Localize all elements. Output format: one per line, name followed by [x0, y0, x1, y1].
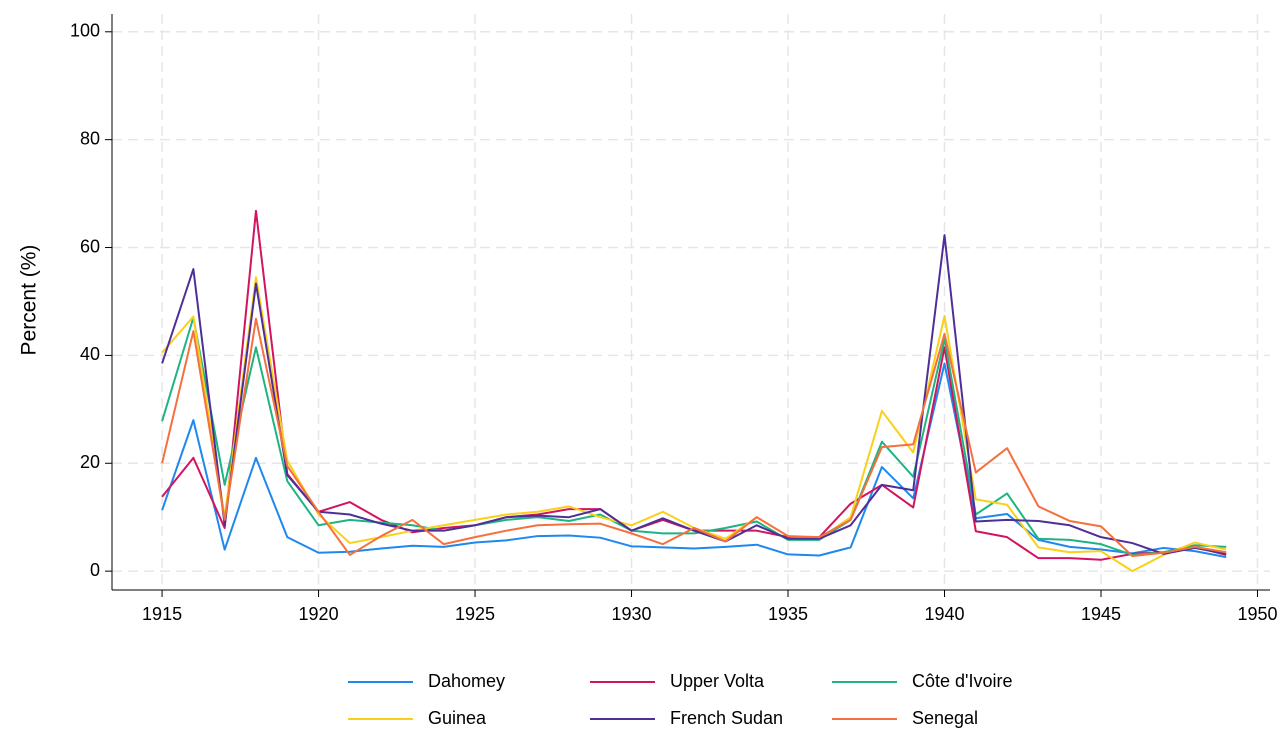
y-axis-label: Percent (%) — [18, 245, 41, 356]
series-line — [161, 316, 1227, 556]
series-line — [161, 362, 1227, 559]
y-tick-label: 20 — [80, 452, 100, 472]
y-tick-label: 60 — [80, 236, 100, 256]
x-tick-label: 1915 — [142, 604, 182, 624]
x-tick-label: 1940 — [924, 604, 964, 624]
series-line — [161, 317, 1227, 558]
x-tick-label: 1930 — [612, 604, 652, 624]
y-tick-label: 0 — [90, 560, 100, 580]
x-tick-label: 1945 — [1081, 604, 1121, 624]
y-tick-label: 100 — [70, 21, 100, 41]
legend-label: Guinea — [428, 708, 487, 728]
legend-label: Dahomey — [428, 671, 505, 691]
y-tick-label: 40 — [80, 344, 100, 364]
legend-label: Senegal — [912, 708, 978, 728]
y-tick-label: 80 — [80, 128, 100, 148]
x-tick-label: 1920 — [299, 604, 339, 624]
legend-label: Upper Volta — [670, 671, 765, 691]
series-line — [161, 234, 1227, 555]
legend-label: Côte d'Ivoire — [912, 671, 1013, 691]
x-tick-label: 1925 — [455, 604, 495, 624]
x-tick-label: 1950 — [1237, 604, 1277, 624]
series-line — [161, 209, 1227, 561]
legend-label: French Sudan — [670, 708, 783, 728]
x-tick-label: 1935 — [768, 604, 808, 624]
